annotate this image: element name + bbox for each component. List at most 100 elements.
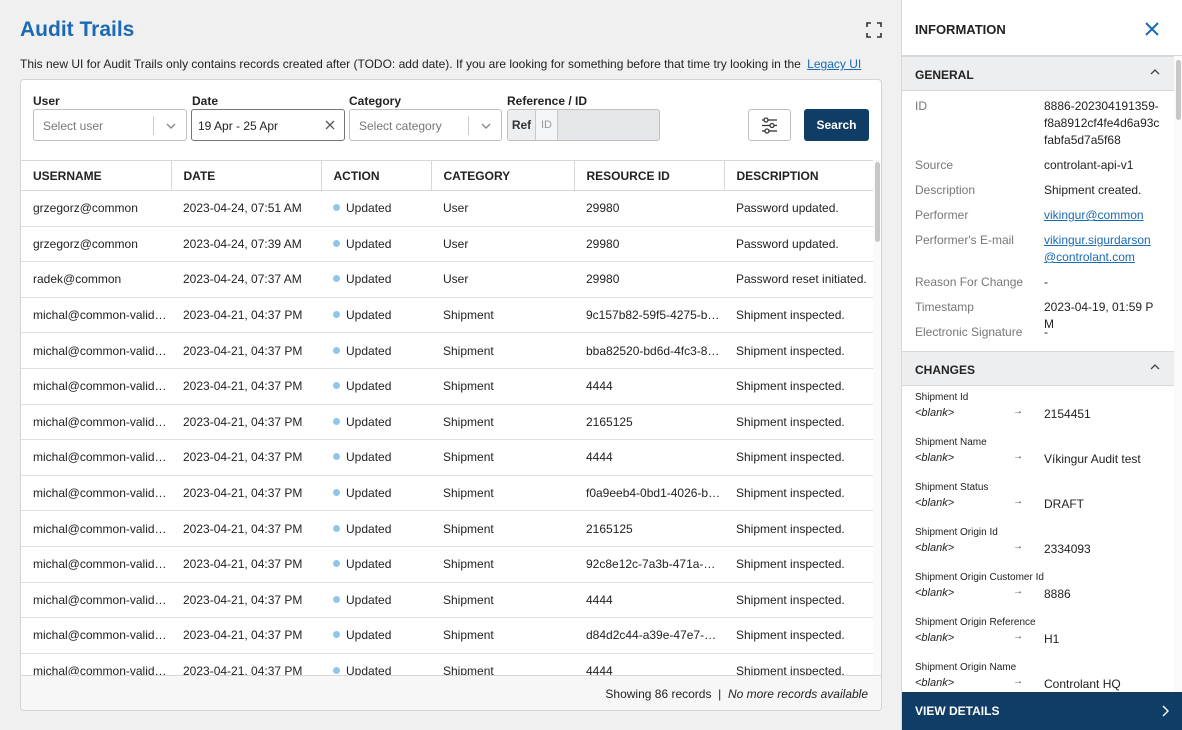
table-row[interactable]: michal@common-valid… 2023-04-21, 04:37 PM…: [21, 297, 873, 334]
cell-category: Shipment: [431, 332, 574, 369]
table-row[interactable]: grzegorz@common 2023-04-24, 07:51 AM Updat…: [21, 190, 873, 227]
cell-username: michal@common-valid…: [21, 404, 171, 441]
change-new-value: 2334093: [1044, 542, 1091, 556]
filter-settings-button[interactable]: [748, 109, 791, 141]
table-row[interactable]: michal@common-valid… 2023-04-21, 04:37 PM…: [21, 653, 873, 675]
date-label: Date: [192, 94, 219, 108]
cell-description: Shipment inspected.: [724, 368, 873, 405]
legacy-ui-link[interactable]: Legacy UI: [807, 57, 862, 71]
cell-resource-id: 4444: [574, 439, 724, 476]
footer-status: Showing 86 records | No more records ava…: [605, 687, 868, 701]
column-header-username[interactable]: USERNAME: [21, 160, 172, 191]
column-header-date[interactable]: DATE: [171, 160, 322, 191]
ref-toggle[interactable]: Ref: [508, 110, 536, 140]
table-row[interactable]: michal@common-valid… 2023-04-21, 04:37 PM…: [21, 617, 873, 654]
cell-date: 2023-04-21, 04:37 PM: [171, 653, 321, 675]
id-toggle[interactable]: ID: [536, 110, 558, 140]
changes-section-header[interactable]: CHANGES: [902, 351, 1174, 386]
scrollbar-thumb[interactable]: [1176, 60, 1181, 120]
cell-username: michal@common-valid…: [21, 653, 171, 675]
status-dot: [333, 489, 340, 497]
change-old-value: <blank>: [915, 632, 955, 644]
close-icon[interactable]: [1144, 21, 1160, 37]
status-dot: [333, 667, 340, 675]
info-value: -: [1044, 325, 1048, 339]
panel-header: INFORMATION: [902, 0, 1182, 56]
cell-description: Shipment inspected.: [724, 439, 873, 476]
cell-resource-id: 4444: [574, 368, 724, 405]
table-row[interactable]: michal@common-valid… 2023-04-21, 04:37 PM…: [21, 332, 873, 369]
table-row[interactable]: michal@common-valid… 2023-04-21, 04:37 PM…: [21, 368, 873, 405]
date-range-input[interactable]: 19 Apr - 25 Apr: [191, 109, 345, 141]
action-label: Updated: [346, 308, 392, 323]
table-row[interactable]: radek@common 2023-04-24, 07:37 AM Updated U…: [21, 261, 873, 298]
cell-username: grzegorz@common: [21, 226, 171, 263]
column-header-resource-id[interactable]: RESOURCE ID: [574, 160, 725, 191]
action-label: Updated: [346, 450, 392, 465]
cell-category: Shipment: [431, 617, 574, 654]
changes-section-title: CHANGES: [915, 363, 976, 377]
info-value: Shipment created.: [1044, 183, 1142, 197]
cell-resource-id: 4444: [574, 653, 724, 675]
general-section-header[interactable]: GENERAL: [902, 56, 1174, 91]
table-row[interactable]: michal@common-valid… 2023-04-21, 04:37 PM…: [21, 475, 873, 512]
cell-resource-id: 9c157b82-59f5-4275-b…: [574, 297, 724, 334]
info-value-link[interactable]: vikingur.sigurdarson@controlant.com: [1044, 233, 1151, 264]
cell-description: Shipment inspected.: [724, 546, 873, 583]
cell-action: Updated: [321, 546, 431, 583]
change-new-value: DRAFT: [1044, 497, 1084, 511]
change-new-value: Controlant HQ: [1044, 677, 1121, 691]
table-row[interactable]: michal@common-valid… 2023-04-21, 04:37 PM…: [21, 510, 873, 547]
action-label: Updated: [346, 201, 392, 216]
column-header-action[interactable]: ACTION: [321, 160, 432, 191]
cell-category: Shipment: [431, 510, 574, 547]
clear-icon[interactable]: [324, 119, 336, 131]
table-row[interactable]: michal@common-valid… 2023-04-21, 04:37 PM…: [21, 546, 873, 583]
change-new-value: 8886: [1044, 587, 1071, 601]
cell-date: 2023-04-24, 07:51 AM: [171, 190, 321, 227]
info-key: Reason For Change: [915, 275, 1024, 289]
records-count: Showing 86 records: [605, 687, 712, 701]
cell-resource-id: 29980: [574, 190, 724, 227]
column-header-category[interactable]: CATEGORY: [431, 160, 575, 191]
search-button[interactable]: Search: [804, 109, 869, 141]
info-value-link[interactable]: vikingur@common: [1044, 208, 1144, 222]
change-new-value: Víkingur Audit test: [1044, 452, 1141, 466]
chevron-up-icon: [1150, 364, 1160, 370]
notice-text: This new UI for Audit Trails only contai…: [20, 57, 861, 71]
action-label: Updated: [346, 664, 392, 675]
cell-category: Shipment: [431, 475, 574, 512]
page-title: Audit Trails: [20, 18, 135, 41]
chevron-down-icon: [166, 123, 176, 129]
cell-action: Updated: [321, 475, 431, 512]
user-select[interactable]: Select user: [33, 109, 187, 141]
expand-icon[interactable]: [866, 22, 882, 38]
cell-date: 2023-04-21, 04:37 PM: [171, 617, 321, 654]
cell-category: Shipment: [431, 297, 574, 334]
table-row[interactable]: michal@common-valid… 2023-04-21, 04:37 PM…: [21, 582, 873, 619]
table-row[interactable]: michal@common-valid… 2023-04-21, 04:37 PM…: [21, 439, 873, 476]
main-area: Audit Trails This new UI for Audit Trail…: [20, 18, 882, 711]
table-scrollbar[interactable]: [873, 160, 881, 675]
change-old-value: <blank>: [915, 587, 955, 599]
change-old-value: <blank>: [915, 542, 955, 554]
info-key: Timestamp: [915, 300, 974, 314]
table-row[interactable]: michal@common-valid… 2023-04-21, 04:37 PM…: [21, 404, 873, 441]
view-details-button[interactable]: VIEW DETAILS: [902, 692, 1182, 730]
cell-resource-id: 2165125: [574, 510, 724, 547]
cell-action: Updated: [321, 190, 431, 227]
cell-username: michal@common-valid…: [21, 475, 171, 512]
arrow-right-icon: →: [1013, 541, 1023, 552]
table-row[interactable]: grzegorz@common 2023-04-24, 07:39 AM Updat…: [21, 226, 873, 263]
cell-date: 2023-04-21, 04:37 PM: [171, 297, 321, 334]
cell-username: michal@common-valid…: [21, 510, 171, 547]
cell-action: Updated: [321, 261, 431, 298]
status-dot: [333, 417, 340, 425]
column-header-description[interactable]: DESCRIPTION: [724, 160, 873, 191]
panel-scrollbar[interactable]: [1174, 56, 1182, 692]
change-field-name: Shipment Origin Id: [915, 527, 998, 538]
reference-input[interactable]: Ref ID: [507, 109, 660, 141]
cell-category: Shipment: [431, 653, 574, 675]
scrollbar-thumb[interactable]: [875, 162, 880, 242]
category-select[interactable]: Select category: [349, 109, 502, 141]
